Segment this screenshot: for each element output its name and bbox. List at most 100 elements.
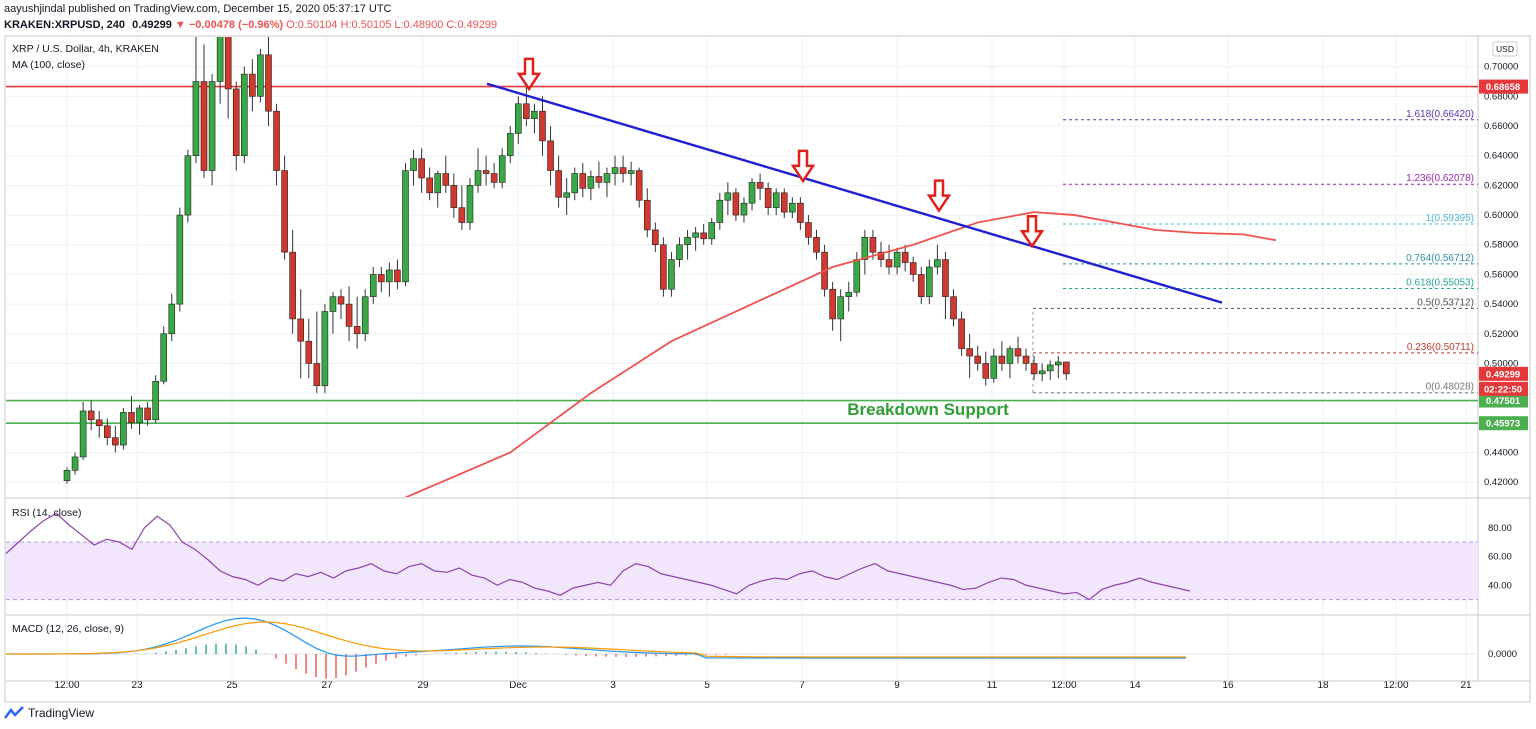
- down-arrow-icon: [1019, 214, 1045, 249]
- currency-badge: [1492, 41, 1518, 57]
- time-tick-label: 23: [131, 680, 143, 691]
- candle-down: [103, 425, 111, 438]
- fib-level-label: 0(0.48028): [1426, 382, 1474, 393]
- candle-up: [136, 407, 143, 424]
- down-arrow-icon: [790, 149, 816, 184]
- publication-info: aayushjindal published on TradingView.co…: [4, 3, 392, 15]
- candle-down: [700, 232, 707, 240]
- breakdown-support-label: Breakdown Support: [847, 400, 1009, 419]
- candle-up: [1006, 348, 1014, 364]
- candle-up: [1038, 370, 1046, 375]
- time-tick-label: 25: [226, 680, 238, 691]
- price-axis-tag: [1479, 79, 1528, 94]
- candle-up: [402, 170, 409, 283]
- candle-up: [1054, 361, 1062, 366]
- candle-down: [426, 177, 433, 194]
- candle-down: [917, 274, 925, 297]
- candle-down: [112, 437, 119, 446]
- time-tick-label: 27: [321, 680, 333, 691]
- candle-up: [845, 291, 853, 297]
- candle-up: [120, 412, 127, 446]
- price-tick-label: 0.58000: [1484, 240, 1518, 251]
- candle-down: [780, 192, 788, 213]
- fib-level-label: 1(0.59395): [1426, 213, 1474, 224]
- last-price: 0.49299: [132, 19, 172, 31]
- macd-label: MACD (12, 26, close, 9): [12, 623, 124, 635]
- candle-down: [249, 73, 256, 97]
- candle-up: [603, 173, 611, 183]
- candle-down: [877, 251, 885, 260]
- fib-level-label: 1.618(0.66420): [1406, 109, 1474, 120]
- candle-up: [716, 199, 724, 223]
- currency-label: USD: [1496, 44, 1514, 54]
- candle-up: [474, 170, 482, 186]
- candle-down: [353, 326, 361, 335]
- chart-title: XRP / U.S. Dollar, 4h, KRAKEN: [12, 43, 159, 55]
- candle-down: [281, 170, 288, 253]
- candle-up: [772, 192, 780, 208]
- candle-up: [152, 380, 159, 421]
- candle-up: [369, 274, 377, 297]
- macd-tick-label: 0.0000: [1488, 649, 1517, 660]
- candle-up: [571, 173, 579, 194]
- fib-level-label: 0.5(0.53712): [1417, 297, 1474, 308]
- candle-down: [660, 244, 667, 290]
- rsi-band: [6, 542, 1478, 600]
- candle-up: [934, 259, 941, 268]
- candle-up: [208, 81, 216, 171]
- candle-down: [579, 173, 587, 189]
- candle-down: [966, 348, 973, 357]
- candle-down: [885, 259, 893, 268]
- publication-header: aayushjindal published on TradingView.co…: [0, 0, 1536, 36]
- candle-up: [257, 54, 264, 97]
- time-tick-label: 12:00: [1383, 680, 1408, 691]
- candle-down: [224, 37, 232, 90]
- time-tick-label: 12:00: [54, 680, 79, 691]
- candle-up: [216, 37, 224, 82]
- price-axis-tag-label: 0.45973: [1486, 419, 1520, 430]
- candle-down: [482, 170, 490, 174]
- candle-down: [418, 158, 425, 179]
- candle-down: [1022, 355, 1030, 364]
- candle-down: [95, 419, 103, 427]
- candle-down: [394, 269, 401, 283]
- ma100-line: [404, 211, 1277, 497]
- price-tick-label: 0.64000: [1484, 151, 1518, 162]
- time-tick-label: 18: [1317, 680, 1329, 691]
- tradingview-footer[interactable]: TradingView: [4, 706, 94, 720]
- candle-down: [764, 188, 772, 208]
- time-tick-label: 3: [610, 680, 616, 691]
- candle-down: [232, 88, 240, 157]
- candle-down: [305, 340, 313, 364]
- candle-down: [128, 412, 135, 424]
- time-tick-label: 7: [799, 680, 805, 691]
- price-tick-label: 0.62000: [1484, 180, 1518, 191]
- price-tick-label: 0.50000: [1484, 358, 1518, 369]
- macd-line: [5, 617, 1186, 659]
- candle-up: [1046, 364, 1054, 372]
- rsi-label: RSI (14, close): [12, 507, 81, 519]
- price-change: ▼ −0.00478 (−0.96%): [174, 19, 284, 31]
- candle-up: [724, 192, 732, 201]
- candle-down: [547, 140, 554, 171]
- candle-up: [71, 456, 79, 471]
- candle-down: [289, 251, 296, 320]
- candle-down: [595, 176, 603, 183]
- time-tick-label: 5: [704, 680, 710, 691]
- candle-up: [990, 355, 998, 379]
- price-axis-tag-label: 0.47501: [1486, 396, 1521, 407]
- candle-down: [313, 363, 321, 387]
- candle-down: [869, 237, 877, 253]
- candle-up: [168, 303, 176, 335]
- candle-up: [861, 237, 869, 260]
- candle-down: [490, 173, 498, 183]
- candle-up: [160, 333, 168, 382]
- fib-level-label: 0.618(0.55053): [1406, 277, 1474, 288]
- countdown-tag: [1479, 381, 1528, 396]
- candle-down: [555, 170, 562, 198]
- candle-up: [748, 182, 756, 204]
- down-arrow-icon: [516, 57, 542, 92]
- price-axis-tag-label: 0.49299: [1486, 369, 1520, 380]
- candle-down: [200, 81, 208, 171]
